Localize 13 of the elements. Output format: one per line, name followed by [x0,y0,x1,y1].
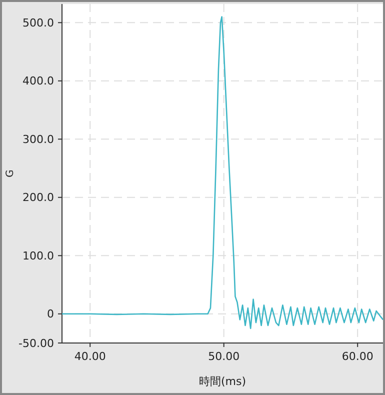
y-tick-label: 400.0 [22,74,54,88]
x-tick-label: 40.00 [74,350,106,363]
x-tick-label: 50.00 [208,350,240,363]
y-tick-label: 300.0 [22,132,54,146]
line-series [61,16,384,330]
y-tick-label: 500.0 [22,16,54,30]
x-tick-label: 60.00 [342,350,374,363]
y-tick-label: -50.00 [18,336,54,350]
y-tick-label: 200.0 [22,191,54,204]
y-axis-title: G [5,170,16,178]
y-tick-label: 100.0 [22,249,54,262]
y-tick-label: 0 [47,308,54,321]
x-axis-title: 時間(ms) [198,375,246,388]
